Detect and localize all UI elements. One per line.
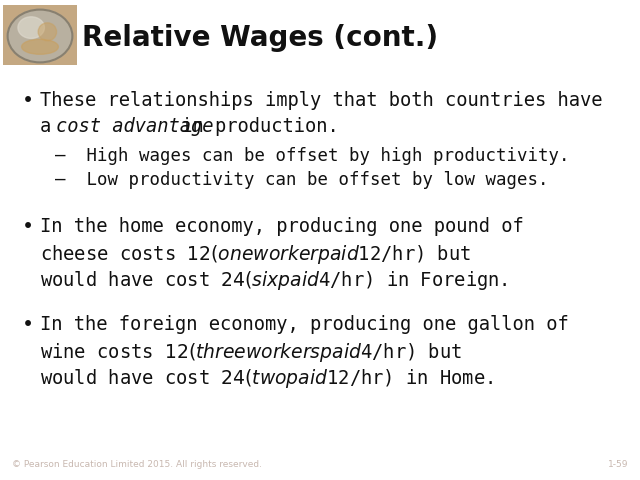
- Text: In the foreign economy, producing one gallon of: In the foreign economy, producing one ga…: [40, 315, 569, 334]
- Circle shape: [18, 17, 44, 38]
- Ellipse shape: [22, 39, 58, 54]
- Text: These relationships imply that both countries have: These relationships imply that both coun…: [40, 91, 602, 110]
- Text: would have cost $24 (six paid $4/hr) in Foreign.: would have cost $24 (six paid $4/hr) in …: [40, 269, 508, 292]
- Text: •: •: [22, 217, 34, 236]
- Circle shape: [8, 10, 72, 62]
- Text: •: •: [22, 91, 34, 110]
- Text: •: •: [22, 315, 34, 334]
- Text: in production.: in production.: [170, 117, 339, 136]
- Text: wine costs $12 (three workers paid $4/hr) but: wine costs $12 (three workers paid $4/hr…: [40, 341, 462, 364]
- Text: cost advantage: cost advantage: [56, 117, 214, 136]
- Text: –  Low productivity can be offset by low wages.: – Low productivity can be offset by low …: [55, 171, 548, 189]
- Text: 1-59: 1-59: [608, 460, 628, 469]
- Ellipse shape: [38, 23, 56, 41]
- Text: would have cost $24 (two paid $12/hr) in Home.: would have cost $24 (two paid $12/hr) in…: [40, 367, 493, 390]
- Text: cheese costs $12 (one worker paid $12/hr) but: cheese costs $12 (one worker paid $12/hr…: [40, 243, 471, 266]
- Text: © Pearson Education Limited 2015. All rights reserved.: © Pearson Education Limited 2015. All ri…: [12, 460, 262, 469]
- Text: In the home economy, producing one pound of: In the home economy, producing one pound…: [40, 217, 524, 236]
- Text: a: a: [40, 117, 63, 136]
- Text: –  High wages can be offset by high productivity.: – High wages can be offset by high produ…: [55, 147, 570, 165]
- Text: Relative Wages (cont.): Relative Wages (cont.): [83, 24, 438, 52]
